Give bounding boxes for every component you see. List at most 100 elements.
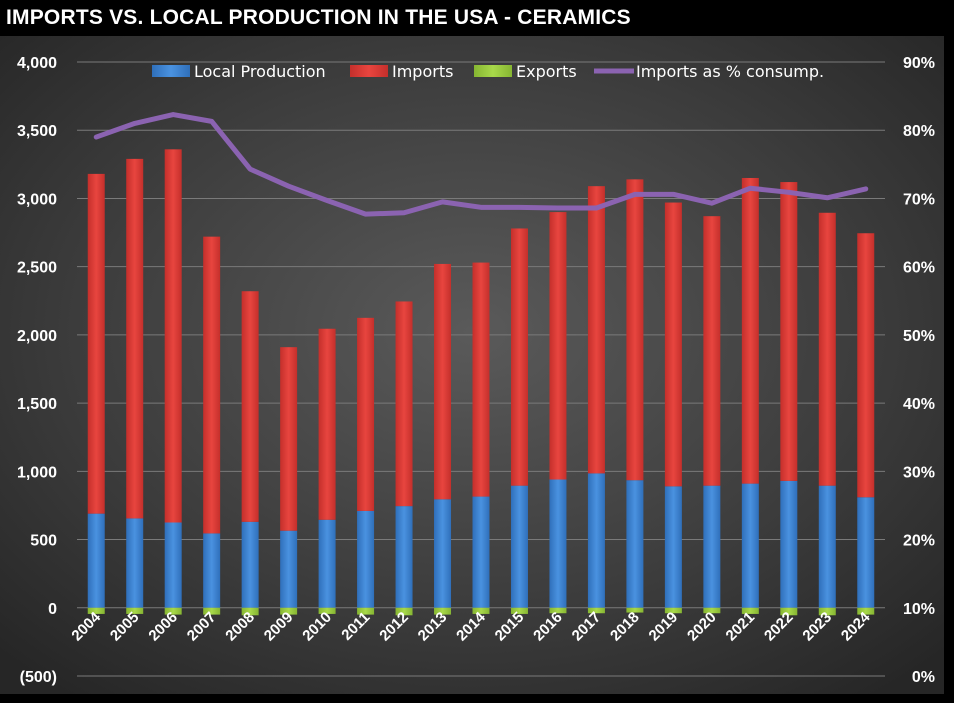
line-point	[633, 192, 637, 196]
line-point	[517, 205, 521, 209]
bar-exports	[510, 607, 528, 614]
bar-imports	[549, 212, 567, 480]
bar-imports	[664, 202, 682, 487]
bar-exports	[164, 607, 182, 615]
bar-imports	[318, 328, 336, 520]
bar-local-production	[510, 485, 528, 608]
bar-imports	[203, 236, 221, 534]
legend-label: Exports	[516, 62, 577, 81]
y-right-tick-label: 50%	[903, 328, 935, 345]
bar-exports	[318, 607, 336, 614]
bar-imports	[395, 301, 413, 507]
bar-local-production	[780, 480, 798, 608]
y-right-tick-label: 70%	[903, 191, 935, 208]
bar-exports	[626, 607, 644, 613]
bar-local-production	[318, 519, 336, 608]
bar-exports	[280, 607, 298, 615]
bar-local-production	[126, 518, 144, 608]
y-right-tick-label: 0%	[912, 669, 935, 686]
line-point	[94, 135, 98, 139]
line-point	[710, 201, 714, 205]
y-left-tick-label: (500)	[20, 669, 57, 686]
y-right-tick-label: 20%	[903, 533, 935, 550]
bar-local-production	[741, 483, 759, 608]
bar-local-production	[472, 496, 490, 608]
bar-local-production	[395, 506, 413, 608]
y-right-tick-label: 40%	[903, 396, 935, 413]
line-point	[825, 196, 829, 200]
legend-swatch	[350, 65, 388, 77]
y-left-tick-label: 3,000	[17, 191, 57, 208]
bar-local-production	[703, 485, 721, 608]
bar-exports	[357, 607, 375, 615]
bar-imports	[857, 233, 875, 498]
bar-exports	[241, 607, 259, 616]
legend-label: Imports as % consump.	[636, 62, 824, 81]
y-left-tick-label: 500	[30, 533, 57, 550]
bar-exports	[857, 607, 875, 615]
line-point	[556, 206, 560, 210]
bar-exports	[741, 607, 759, 614]
y-right-tick-label: 90%	[903, 55, 935, 72]
bar-local-production	[626, 480, 644, 608]
y-left-tick-label: 1,000	[17, 464, 57, 481]
line-point	[479, 205, 483, 209]
bar-imports	[164, 149, 182, 523]
bar-exports	[395, 607, 413, 616]
line-point	[594, 206, 598, 210]
line-point	[287, 184, 291, 188]
line-point	[133, 121, 137, 125]
bar-imports	[241, 291, 259, 522]
y-right-tick-label: 80%	[903, 123, 935, 140]
bar-imports	[780, 182, 798, 481]
bar-imports	[434, 263, 452, 500]
line-point	[171, 113, 175, 117]
bar-imports	[510, 228, 528, 486]
bar-local-production	[549, 479, 567, 608]
y-right-tick-label: 30%	[903, 464, 935, 481]
bar-exports	[549, 607, 567, 614]
bar-exports	[472, 607, 490, 614]
bar-local-production	[818, 485, 836, 608]
line-point	[748, 186, 752, 190]
y-left-tick-label: 2,000	[17, 328, 57, 345]
y-left-tick-label: 1,500	[17, 396, 57, 413]
legend-exports: Exports	[474, 62, 577, 81]
bar-local-production	[87, 513, 105, 608]
bar-local-production	[203, 533, 221, 608]
line-point	[210, 119, 214, 123]
bar-exports	[664, 607, 682, 614]
bar-imports	[472, 262, 490, 497]
legend-imports-pct: Imports as % consump.	[594, 62, 824, 81]
line-point	[864, 187, 868, 191]
bar-exports	[587, 607, 605, 614]
line-point	[364, 212, 368, 216]
bar-imports	[357, 317, 375, 511]
bar-local-production	[587, 473, 605, 608]
legend-label: Imports	[392, 62, 453, 81]
bar-local-production	[241, 521, 259, 608]
legend-swatch	[474, 65, 512, 77]
bar-exports	[780, 607, 798, 616]
y-left-tick-label: 4,000	[17, 55, 57, 72]
y-left-tick-label: 2,500	[17, 260, 57, 277]
bar-local-production	[664, 486, 682, 608]
bar-imports	[126, 158, 144, 519]
bar-local-production	[164, 522, 182, 608]
bar-imports	[626, 179, 644, 481]
bar-exports	[434, 607, 452, 615]
bar-imports	[741, 177, 759, 484]
bar-exports	[818, 607, 836, 616]
bar-exports	[703, 607, 721, 614]
legend-label: Local Production	[194, 62, 326, 81]
y-left-tick-label: 3,500	[17, 123, 57, 140]
chart-title: IMPORTS VS. LOCAL PRODUCTION IN THE USA …	[6, 6, 631, 29]
bar-imports	[587, 186, 605, 474]
bar-local-production	[857, 497, 875, 608]
line-point	[787, 190, 791, 194]
bar-local-production	[280, 530, 298, 608]
y-right-tick-label: 10%	[903, 601, 935, 618]
legend-swatch	[152, 65, 190, 77]
